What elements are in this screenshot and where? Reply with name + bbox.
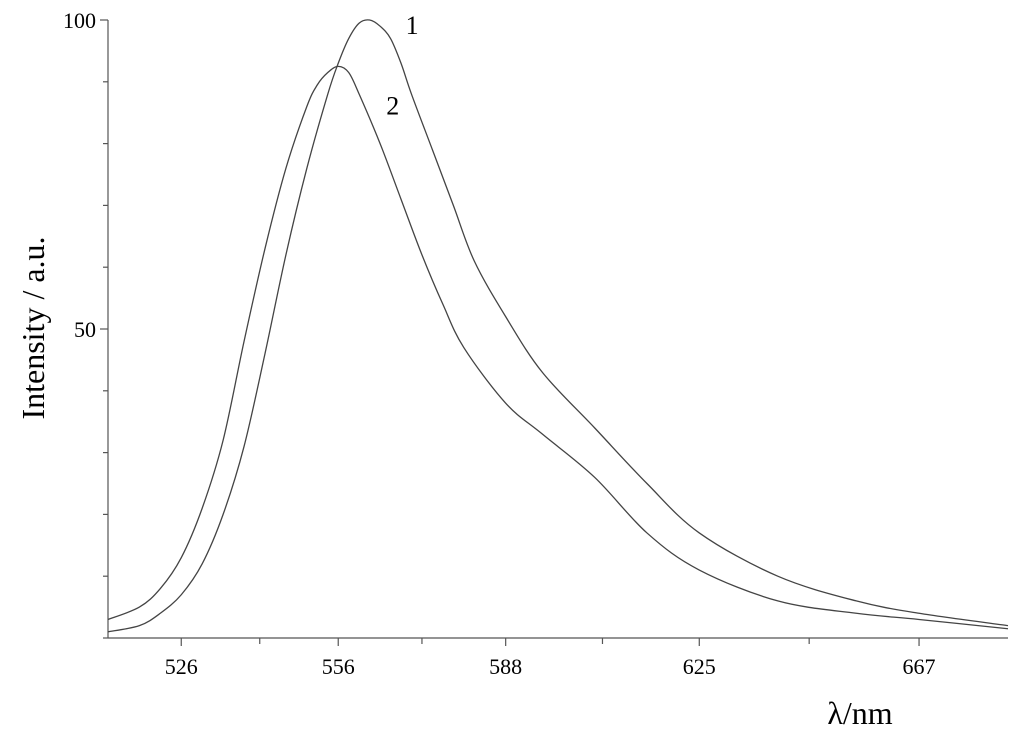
x-axis-title: λ/nm: [827, 695, 892, 731]
series-1-line: [107, 19, 1009, 633]
series-label: 1: [406, 11, 419, 40]
x-tick-label: 556: [322, 654, 355, 679]
series-labels: 12: [386, 11, 418, 120]
x-tick-label: 588: [489, 654, 522, 679]
x-tick-label: 526: [165, 654, 198, 679]
y-tick-label: 100: [63, 8, 96, 33]
series-2-line: [107, 65, 1009, 630]
y-tick-label: 50: [74, 317, 96, 342]
x-tick-label: 625: [683, 654, 716, 679]
x-tick-label: 667: [903, 654, 936, 679]
axes: [107, 20, 1008, 639]
tick-marks: [100, 19, 920, 646]
series-curves: [107, 19, 1009, 633]
y-axis-title: Intensity / a.u.: [15, 236, 51, 419]
series-label: 2: [386, 91, 399, 120]
tick-labels: 526 556 588 625 667 50 100: [63, 8, 936, 679]
